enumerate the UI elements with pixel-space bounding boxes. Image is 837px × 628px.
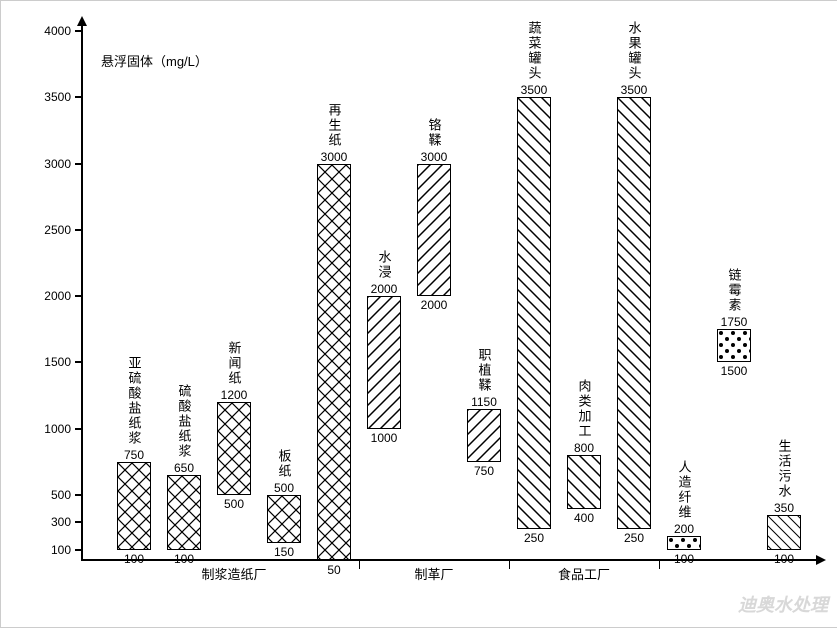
y-tick-label: 4000: [44, 24, 71, 38]
bar-value-low: 1000: [371, 431, 398, 445]
bar-name-label: 铬鞣: [425, 118, 444, 148]
y-tick-label: 1500: [44, 355, 71, 369]
bar-value-low: 250: [524, 531, 544, 545]
bar: [317, 164, 351, 562]
y-tick: [75, 229, 81, 231]
bar: [667, 536, 701, 550]
bar-value-high: 800: [574, 441, 594, 455]
bar-value-high: 1750: [721, 315, 748, 329]
bar-value-high: 3000: [421, 150, 448, 164]
bar-value-high: 2000: [371, 282, 398, 296]
bar-value-high: 650: [174, 461, 194, 475]
bar: [717, 329, 751, 362]
bar-value-low: 100: [774, 552, 794, 566]
bar-name-label: 职植鞣: [475, 348, 494, 393]
bar-value-high: 3000: [321, 150, 348, 164]
bar-value-high: 1150: [471, 395, 497, 409]
group-label: 食品工厂: [558, 564, 610, 583]
y-tick: [75, 428, 81, 430]
x-axis-arrow-icon: [816, 555, 826, 565]
y-tick: [75, 361, 81, 363]
bar-value-low: 50: [327, 563, 340, 577]
bar: [617, 97, 651, 529]
y-tick-label: 3000: [44, 157, 71, 171]
bar-name-label: 亚硫酸盐纸浆: [125, 356, 144, 446]
bar-value-high: 500: [274, 481, 294, 495]
bar-name-label: 新闻纸: [225, 341, 244, 386]
y-tick-label: 1000: [44, 422, 71, 436]
watermark: 迪奥水处理: [738, 591, 828, 617]
bar-value-low: 100: [124, 552, 144, 566]
bar: [117, 462, 151, 551]
group-label: 制浆造纸厂: [201, 564, 266, 583]
bar-value-low: 100: [674, 552, 694, 566]
y-tick: [75, 96, 81, 98]
bar-value-high: 750: [124, 448, 144, 462]
bar-value-high: 3500: [521, 83, 548, 97]
bar: [417, 164, 451, 297]
y-tick-label: 3500: [44, 90, 71, 104]
bar-value-low: 100: [174, 552, 194, 566]
y-tick: [75, 521, 81, 523]
y-tick-label: 300: [51, 515, 71, 529]
group-divider: [509, 561, 510, 569]
bar-name-label: 水果罐头: [625, 21, 644, 81]
bar: [767, 515, 801, 550]
y-tick: [75, 549, 81, 551]
bar: [267, 495, 301, 544]
bar-name-label: 生活污水: [775, 439, 794, 499]
bar-value-high: 1200: [221, 388, 248, 402]
bar-name-label: 链霉素: [725, 268, 744, 313]
bar-value-low: 500: [224, 497, 244, 511]
bar: [217, 402, 251, 495]
bar-value-low: 150: [274, 545, 294, 559]
y-tick-label: 2500: [44, 223, 71, 237]
y-tick-label: 500: [51, 488, 71, 502]
bar-value-high: 3500: [621, 83, 648, 97]
bar-value-low: 250: [624, 531, 644, 545]
bar: [567, 455, 601, 509]
bar-value-high: 350: [774, 501, 794, 515]
y-tick: [75, 295, 81, 297]
bar-value-high: 200: [674, 522, 694, 536]
y-axis-arrow-icon: [77, 16, 87, 26]
y-tick-label: 100: [51, 543, 71, 557]
bar: [167, 475, 201, 551]
group-label: 制革厂: [414, 564, 453, 583]
bar-name-label: 硫酸盐纸浆: [175, 384, 194, 459]
y-axis-title: 悬浮固体（mg/L）: [101, 51, 208, 70]
bar: [467, 409, 501, 462]
bar-name-label: 肉类加工: [575, 379, 594, 439]
y-tick: [75, 163, 81, 165]
bar: [367, 296, 401, 429]
bar-value-low: 750: [474, 464, 494, 478]
bar-value-low: 2000: [421, 298, 448, 312]
y-tick-label: 2000: [44, 289, 71, 303]
bar-name-label: 蔬菜罐头: [525, 21, 544, 81]
bar-value-low: 400: [574, 511, 594, 525]
bar: [517, 97, 551, 529]
y-tick: [75, 30, 81, 32]
chart-container: 悬浮固体（mg/L） 100 300 500 1000 1500 2000 2500 3000…: [0, 0, 837, 628]
chart-plot-area: 悬浮固体（mg/L） 10030050010001500200025003000…: [81, 31, 811, 561]
y-tick: [75, 494, 81, 496]
group-divider: [659, 561, 660, 569]
bar-name-label: 再生纸: [325, 103, 344, 148]
y-axis: [81, 21, 83, 561]
bar-value-low: 1500: [721, 364, 748, 378]
bar-name-label: 人造纤维: [675, 460, 694, 520]
bar-name-label: 板纸: [275, 449, 294, 479]
group-divider: [359, 561, 360, 569]
bar-name-label: 水浸: [375, 250, 394, 280]
